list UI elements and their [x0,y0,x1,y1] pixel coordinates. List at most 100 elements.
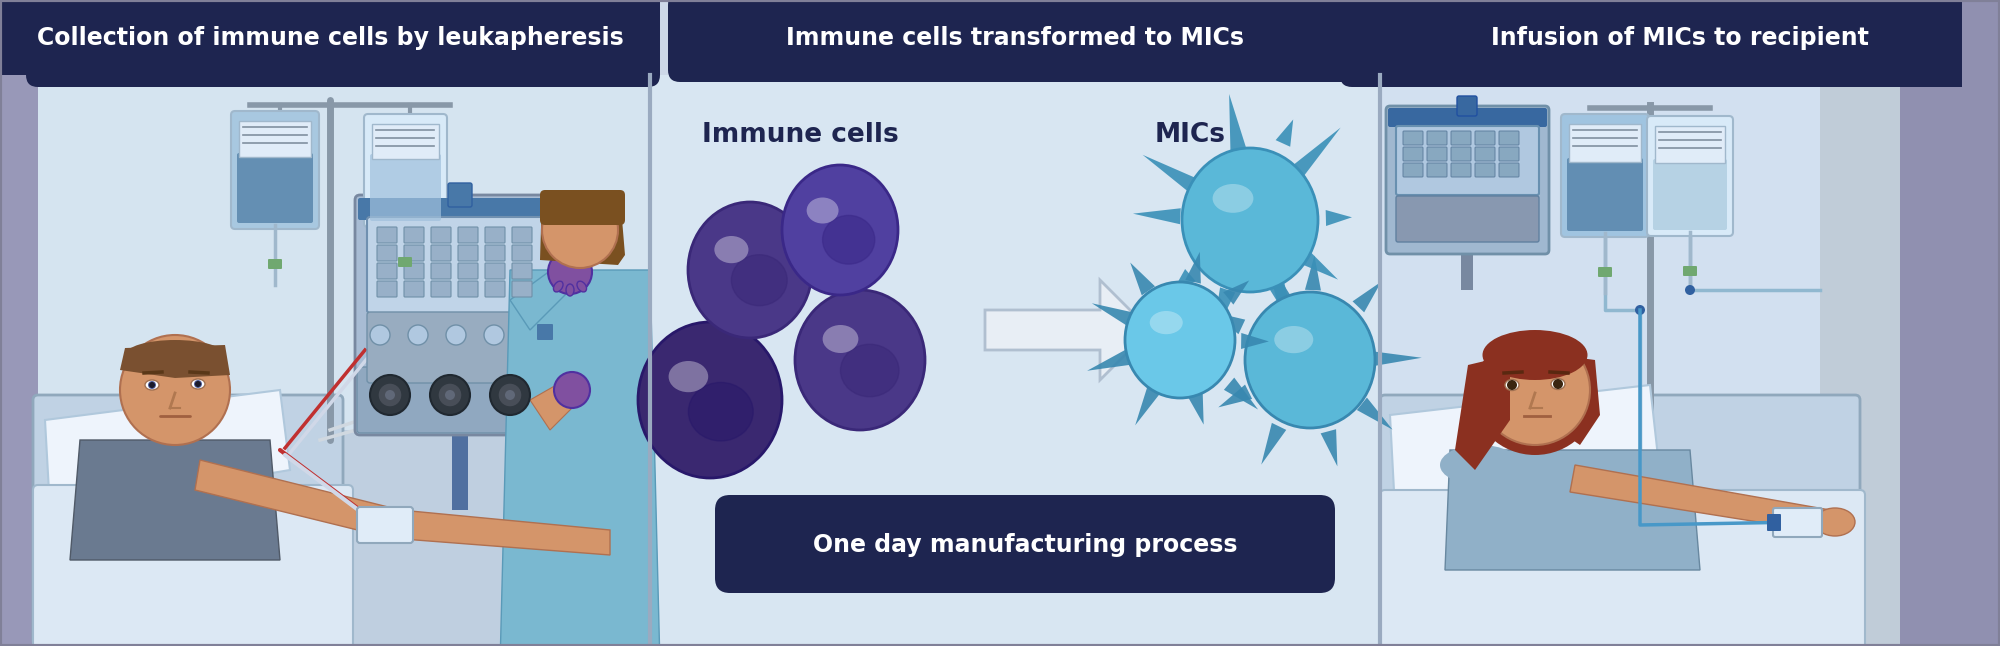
Ellipse shape [148,381,156,389]
FancyBboxPatch shape [1652,159,1728,230]
Circle shape [430,375,470,415]
Circle shape [1684,285,1696,295]
FancyBboxPatch shape [1456,96,1476,116]
FancyBboxPatch shape [432,227,452,243]
FancyBboxPatch shape [432,245,452,261]
Circle shape [1508,380,1518,390]
FancyBboxPatch shape [1568,158,1644,231]
FancyBboxPatch shape [540,190,624,225]
FancyBboxPatch shape [458,263,478,279]
Circle shape [542,192,618,268]
Ellipse shape [782,165,898,295]
Circle shape [498,383,522,407]
FancyBboxPatch shape [376,263,396,279]
Circle shape [548,250,592,294]
Polygon shape [1326,210,1352,226]
Bar [38,430,650,646]
Polygon shape [1224,280,1250,305]
Circle shape [444,390,456,400]
Circle shape [1480,335,1590,445]
Polygon shape [1262,423,1286,464]
Ellipse shape [840,344,900,397]
Polygon shape [196,460,610,555]
FancyBboxPatch shape [448,183,472,207]
FancyBboxPatch shape [0,0,652,75]
Text: Immune cells transformed to MICs: Immune cells transformed to MICs [786,26,1244,50]
FancyBboxPatch shape [1452,147,1472,161]
FancyBboxPatch shape [368,312,552,383]
FancyBboxPatch shape [1428,163,1448,177]
Ellipse shape [638,322,782,478]
Polygon shape [1270,283,1294,329]
FancyBboxPatch shape [1656,126,1724,163]
FancyBboxPatch shape [432,281,452,297]
Polygon shape [1264,255,1292,306]
Circle shape [504,390,516,400]
Ellipse shape [1182,148,1318,292]
FancyBboxPatch shape [1768,514,1782,531]
FancyBboxPatch shape [32,485,352,646]
FancyBboxPatch shape [1428,147,1448,161]
FancyBboxPatch shape [1560,114,1648,237]
Polygon shape [1132,208,1180,224]
Polygon shape [1456,355,1510,470]
Polygon shape [1088,349,1130,371]
FancyBboxPatch shape [1428,131,1448,145]
Polygon shape [1320,429,1338,466]
Ellipse shape [1274,326,1314,353]
Bar [650,75,1380,646]
Polygon shape [70,440,280,560]
Ellipse shape [1506,379,1520,390]
FancyBboxPatch shape [484,227,504,243]
Circle shape [148,382,156,388]
Polygon shape [1368,351,1422,367]
Text: Collection of immune cells by leukapheresis: Collection of immune cells by leukaphere… [36,26,624,50]
Polygon shape [1300,250,1338,280]
Bar [1380,450,1900,646]
FancyBboxPatch shape [1500,163,1520,177]
FancyBboxPatch shape [1340,0,1974,87]
Ellipse shape [194,380,202,388]
FancyBboxPatch shape [356,507,414,543]
Circle shape [490,375,530,415]
Polygon shape [44,390,290,510]
Ellipse shape [1472,335,1598,455]
Ellipse shape [1244,292,1376,428]
Polygon shape [1142,155,1198,193]
FancyBboxPatch shape [358,198,562,220]
FancyBboxPatch shape [26,0,660,87]
Circle shape [378,383,402,407]
Text: Immune cells: Immune cells [702,122,898,148]
FancyBboxPatch shape [1388,108,1548,127]
FancyBboxPatch shape [1476,131,1496,145]
Circle shape [120,335,230,445]
Polygon shape [1304,255,1320,291]
Ellipse shape [822,325,858,353]
Polygon shape [984,280,1150,380]
FancyBboxPatch shape [1452,131,1472,145]
Polygon shape [1186,252,1200,284]
Bar [1962,0,2000,646]
Ellipse shape [822,215,874,264]
FancyBboxPatch shape [1396,126,1540,195]
Polygon shape [1242,333,1268,349]
Polygon shape [1352,282,1382,313]
Ellipse shape [688,382,754,441]
FancyBboxPatch shape [1598,267,1612,277]
Ellipse shape [1482,330,1588,380]
FancyBboxPatch shape [668,0,1362,82]
FancyBboxPatch shape [512,245,532,261]
FancyBboxPatch shape [376,281,396,297]
FancyBboxPatch shape [1386,106,1548,254]
FancyBboxPatch shape [536,324,552,340]
FancyBboxPatch shape [404,281,424,297]
Ellipse shape [124,340,224,370]
FancyBboxPatch shape [1404,147,1424,161]
Circle shape [554,372,590,408]
FancyBboxPatch shape [484,245,504,261]
Polygon shape [1224,378,1258,410]
Ellipse shape [576,281,586,292]
Bar [38,75,650,646]
Ellipse shape [566,284,574,296]
Polygon shape [1570,465,1840,535]
